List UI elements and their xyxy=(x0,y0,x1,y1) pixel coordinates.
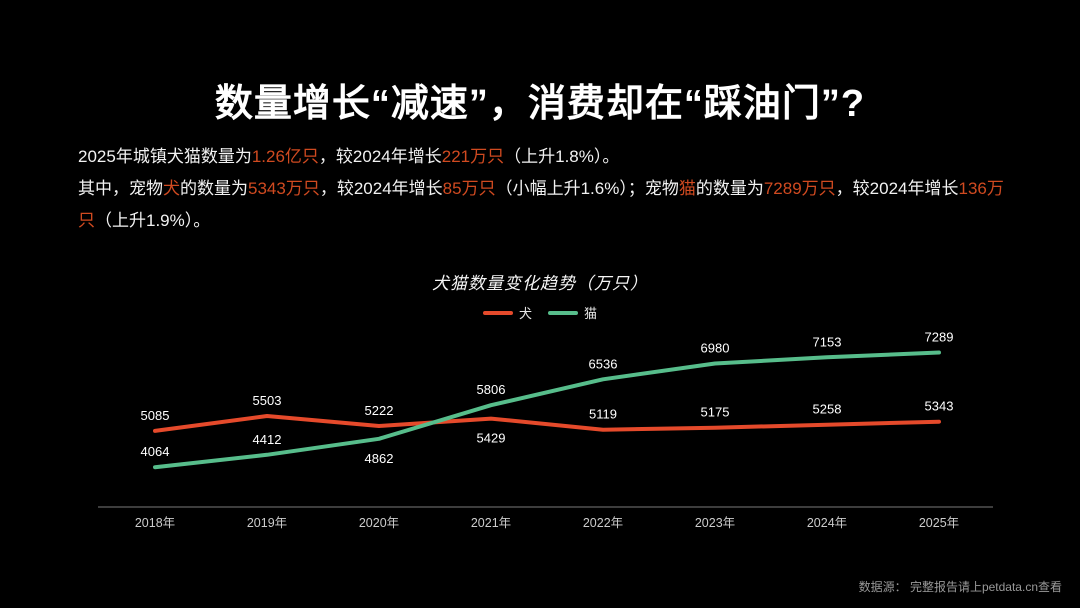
value-label-猫: 7289 xyxy=(925,330,954,345)
highlight-segment: 5343万只 xyxy=(248,179,320,198)
x-axis-tick-label: 2025年 xyxy=(919,516,959,530)
value-label-猫: 5806 xyxy=(477,382,506,397)
text-segment: 2025年城镇犬猫数量为 xyxy=(78,147,252,166)
intro-text: 2025年城镇犬猫数量为1.26亿只，较2024年增长221万只（上升1.8%）… xyxy=(78,141,1008,237)
highlight-segment: 犬 xyxy=(163,179,180,198)
text-segment: 的数量为 xyxy=(180,179,248,198)
text-segment: ，较2024年增长 xyxy=(319,179,443,198)
x-axis-tick-label: 2018年 xyxy=(135,516,175,530)
x-axis-tick-label: 2024年 xyxy=(807,516,847,530)
value-label-犬: 5085 xyxy=(141,408,170,423)
x-axis-tick-label: 2021年 xyxy=(471,516,511,530)
highlight-segment: 7289万只 xyxy=(763,179,836,198)
text-segment: ，较2024年增长 xyxy=(835,179,959,198)
value-label-犬: 5258 xyxy=(813,402,842,417)
intro-paragraph: 2025年城镇犬猫数量为1.26亿只，较2024年增长221万只（上升1.8%）… xyxy=(78,141,1008,173)
highlight-segment: 85万只 xyxy=(442,179,496,198)
value-label-犬: 5503 xyxy=(253,393,282,408)
highlight-segment: 136万只 xyxy=(78,179,1004,230)
chart-legend: 犬猫 xyxy=(0,303,1080,322)
data-source-note: 数据源： 完整报告请上petdata.cn查看 xyxy=(858,580,1062,594)
series-line-猫 xyxy=(153,350,941,470)
legend-label: 犬 xyxy=(518,306,532,321)
legend-label: 猫 xyxy=(584,306,598,321)
highlight-segment: 猫 xyxy=(678,179,696,198)
text-segment: 的数量为 xyxy=(695,179,764,198)
chart-title: 犬猫数量变化趋势（万只） xyxy=(432,274,648,293)
highlight-segment: 1.26亿只 xyxy=(251,147,319,166)
value-label-犬: 5175 xyxy=(701,405,730,420)
value-label-犬: 5119 xyxy=(589,407,617,422)
line-chart: 2018年 2019年 2020年 2021年 2022年 2023年 2024年 2025年… xyxy=(0,330,1080,540)
value-label-犬: 5343 xyxy=(925,399,954,414)
x-axis-tick-label: 2023年 xyxy=(695,516,735,530)
legend-marker xyxy=(482,310,513,315)
x-axis-tick-label: 2019年 xyxy=(247,516,287,530)
highlight-segment: 221万只 xyxy=(441,147,505,166)
value-label-猫: 6536 xyxy=(589,356,618,371)
value-label-猫: 4412 xyxy=(253,432,282,447)
series-line-犬 xyxy=(153,414,941,433)
x-axis-tick-label: 2022年 xyxy=(583,516,623,530)
x-axis-tick-label: 2020年 xyxy=(359,516,399,530)
chart-svg: 2018年 2019年 2020年 2021年 2022年 2023年 2024年 2025年… xyxy=(98,330,993,530)
legend-item-猫: 猫 xyxy=(548,303,597,322)
page-title: 数量增长“减速”，消费却在“踩油门”? xyxy=(214,83,866,125)
value-label-猫: 4064 xyxy=(141,444,170,459)
value-label-猫: 4862 xyxy=(365,451,394,466)
value-label-猫: 7153 xyxy=(813,334,842,349)
value-label-猫: 6980 xyxy=(701,341,730,356)
legend-marker xyxy=(548,310,578,315)
text-segment: （上升1.8%）。 xyxy=(504,147,620,166)
value-label-犬: 5429 xyxy=(477,431,506,446)
intro-paragraph: 其中，宠物犬的数量为5343万只，较2024年增长85万只（小幅上升1.6%）；… xyxy=(78,173,1008,237)
text-segment: ，较2024年增长 xyxy=(318,147,442,166)
text-segment: （小幅上升1.6%）；宠物 xyxy=(495,179,679,198)
value-label-犬: 5222 xyxy=(365,403,394,418)
text-segment: （上升1.9%）。 xyxy=(95,211,211,230)
text-segment: 其中，宠物 xyxy=(78,179,163,198)
legend-item-犬: 犬 xyxy=(482,303,532,322)
